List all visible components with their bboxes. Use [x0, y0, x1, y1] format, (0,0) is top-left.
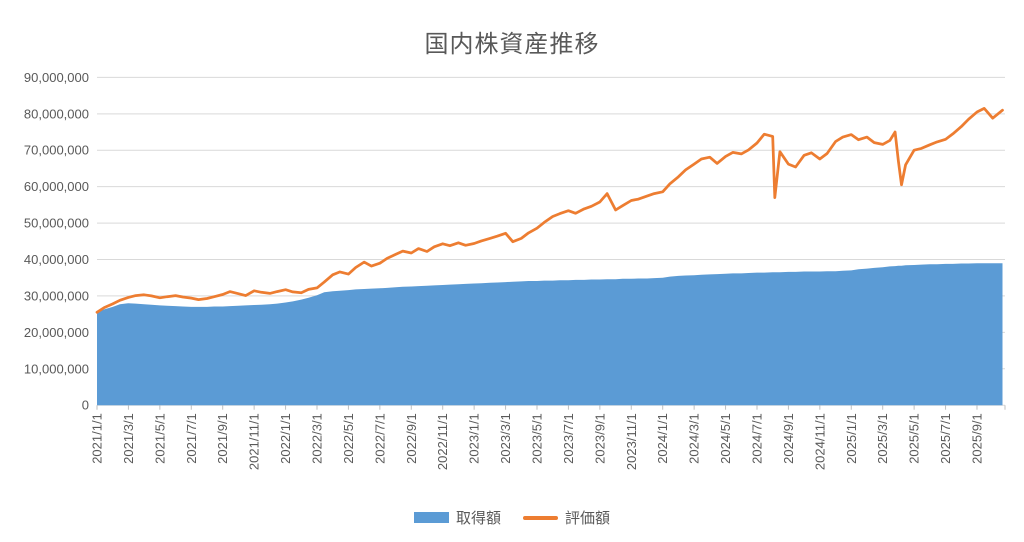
x-tick-label: 2021/7/1: [184, 413, 199, 464]
evaluation-line-series: [95, 107, 1004, 314]
y-tick-label: 10,000,000: [24, 361, 89, 376]
y-tick-label: 0: [82, 398, 89, 413]
x-tick-label: 2022/5/1: [341, 413, 356, 464]
evaluation-legend-label: 評価額: [565, 510, 611, 527]
x-tick-label: 2021/5/1: [152, 413, 167, 464]
evaluation-line-swatch-icon: [523, 515, 558, 520]
x-tick-label: 2025/1/1: [844, 413, 859, 464]
y-tick-label: 60,000,000: [24, 179, 89, 194]
x-tick-label: 2023/7/1: [561, 413, 576, 464]
y-tick-label: 90,000,000: [24, 70, 89, 85]
x-tick-label: 2025/9/1: [969, 413, 984, 464]
y-tick-label: 80,000,000: [24, 106, 89, 121]
y-tick-label: 20,000,000: [24, 325, 89, 340]
x-tick-label: 2021/11/1: [247, 413, 262, 470]
x-tick-label: 2024/7/1: [749, 413, 764, 464]
x-tick-label: 2021/3/1: [121, 413, 136, 464]
y-tick-label: 40,000,000: [24, 252, 89, 267]
y-tick-label: 30,000,000: [24, 288, 89, 303]
x-tick-label: 2022/11/1: [435, 413, 450, 470]
x-tick-label: 2023/11/1: [624, 413, 639, 470]
acquisition-legend-label: 取得額: [455, 510, 501, 527]
x-tick-label: 2021/9/1: [215, 413, 230, 464]
x-tick-label: 2025/7/1: [938, 413, 953, 464]
x-tick-label: 2023/9/1: [592, 413, 607, 464]
x-axis-labels: 2021/1/1 2021/3/1 2021/5/1 2021/7/1 2021/9/1…: [90, 413, 985, 470]
x-tick-label: 2023/3/1: [498, 413, 513, 464]
x-tick-label: 2021/1/1: [90, 413, 105, 464]
y-tick-label: 70,000,000: [24, 143, 89, 158]
y-tick-label: 50,000,000: [24, 216, 89, 231]
y-axis-labels: 0 10,000,000 20,000,000 30,000,000 40,000,00…: [24, 70, 89, 413]
x-tick-label: 2024/1/1: [655, 413, 670, 464]
x-tick-label: 2023/5/1: [529, 413, 544, 464]
x-tick-label: 2024/5/1: [718, 413, 733, 464]
x-tick-label: 2022/7/1: [372, 413, 387, 464]
chart-title: 国内株資産推移: [424, 31, 600, 58]
legend: 取得額 評価額: [0, 507, 1024, 528]
legend-item-evaluation: 評価額: [523, 507, 610, 528]
x-tick-label: 2022/3/1: [309, 413, 324, 464]
x-tick-label: 2024/3/1: [687, 413, 702, 464]
legend-item-acquisition: 取得額: [413, 507, 501, 528]
x-tick-label: 2023/1/1: [467, 413, 482, 464]
x-tick-label: 2024/9/1: [781, 413, 796, 464]
x-tick-label: 2025/5/1: [907, 413, 922, 464]
x-tick-label: 2022/9/1: [404, 413, 419, 464]
x-tick-label: 2024/11/1: [812, 413, 827, 470]
x-tick-label: 2022/1/1: [278, 413, 293, 464]
x-tick-label: 2025/3/1: [875, 413, 890, 464]
acquisition-area-swatch-icon: [413, 512, 449, 523]
acquisition-area-series: [97, 263, 1003, 406]
x-axis-ticks: [96, 405, 1006, 410]
